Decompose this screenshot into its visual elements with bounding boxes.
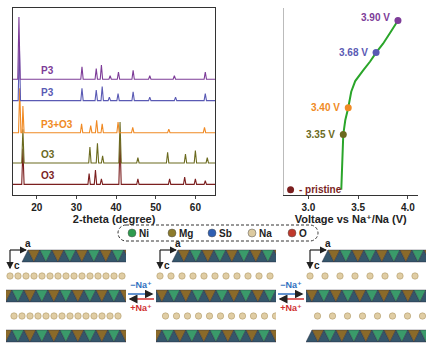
svg-text:c: c	[314, 260, 320, 271]
svg-text:Sb: Sb	[219, 228, 232, 239]
svg-text:60: 60	[190, 202, 202, 213]
svg-text:−Na⁺: −Na⁺	[280, 280, 302, 290]
svg-text:P3+O3: P3+O3	[41, 119, 73, 130]
svg-text:Ni: Ni	[139, 228, 149, 239]
svg-text:- pristine: - pristine	[299, 184, 342, 195]
svg-text:3.40 V: 3.40 V	[311, 102, 340, 113]
svg-text:O3: O3	[41, 170, 55, 181]
svg-text:50: 50	[150, 202, 162, 213]
svg-text:3.5: 3.5	[351, 202, 365, 213]
svg-text:O: O	[299, 228, 307, 239]
svg-text:2-theta (degree): 2-theta (degree)	[73, 213, 156, 225]
svg-text:c: c	[14, 260, 20, 271]
svg-text:40: 40	[111, 202, 123, 213]
svg-text:Mg: Mg	[179, 228, 193, 239]
svg-text:P3: P3	[41, 65, 54, 76]
svg-text:30: 30	[71, 202, 83, 213]
svg-text:20: 20	[31, 202, 43, 213]
svg-text:3.68 V: 3.68 V	[339, 47, 368, 58]
svg-text:3.90 V: 3.90 V	[361, 12, 390, 23]
svg-text:3.0: 3.0	[302, 202, 316, 213]
svg-text:4.0: 4.0	[401, 202, 415, 213]
svg-text:a: a	[25, 238, 31, 249]
svg-text:c: c	[164, 260, 170, 271]
svg-text:O3: O3	[41, 149, 55, 160]
svg-text:a: a	[325, 238, 331, 249]
svg-text:P3: P3	[41, 87, 54, 98]
svg-text:Voltage vs Na⁺/Na (V): Voltage vs Na⁺/Na (V)	[295, 213, 407, 225]
svg-text:+Na⁺: +Na⁺	[130, 303, 152, 313]
svg-text:a: a	[175, 238, 181, 249]
svg-text:−Na⁺: −Na⁺	[130, 280, 152, 290]
svg-text:Na: Na	[259, 228, 272, 239]
svg-text:3.35 V: 3.35 V	[306, 129, 335, 140]
svg-text:+Na⁺: +Na⁺	[280, 303, 302, 313]
